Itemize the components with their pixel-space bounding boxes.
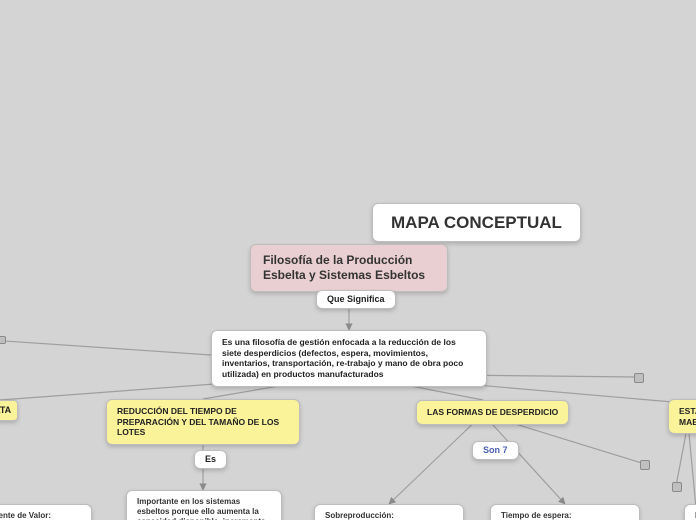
leaf-right-cut[interactable]: E p p — [684, 504, 696, 520]
root-node[interactable]: Filosofía de la Producción Esbelta y Sis… — [250, 244, 448, 292]
leaf-sobreproduccion[interactable]: Sobreproducción: — [314, 504, 464, 520]
definition-text: Es una filosofía de gestión enfocada a l… — [222, 337, 463, 379]
link-es: Es — [194, 450, 227, 469]
root-line2: Esbelta y Sistemas Esbeltos — [263, 268, 435, 283]
collapse-handle[interactable] — [0, 336, 6, 344]
root-line1: Filosofía de la Producción — [263, 253, 435, 268]
category-right-cut-line2: MAES — [679, 417, 696, 428]
category-right-cut-line1: ESTA — [679, 406, 696, 417]
leaf-reduccion[interactable]: Importante en los sistemas esbeltos porq… — [126, 490, 282, 520]
leaf-reduccion-text: Importante en los sistemas esbeltos porq… — [137, 497, 265, 520]
leaf-tiempo-espera[interactable]: Tiempo de espera: — [490, 504, 640, 520]
definition-node[interactable]: Es una filosofía de gestión enfocada a l… — [211, 330, 487, 387]
leaf-left-cut-text: tu corriente de Valor: — [0, 511, 51, 520]
collapse-handle[interactable] — [640, 460, 650, 470]
leaf-left-cut[interactable]: tu corriente de Valor: — [0, 504, 92, 520]
category-left-cut[interactable]: LTA — [0, 400, 18, 421]
category-right-cut[interactable]: ESTA MAES — [668, 399, 696, 434]
diagram-title: MAPA CONCEPTUAL — [372, 203, 581, 242]
link-son7: Son 7 — [472, 441, 519, 460]
collapse-handle[interactable] — [672, 482, 682, 492]
category-reduccion[interactable]: REDUCCIÓN DEL TIEMPO DE PREPARACIÓN Y DE… — [106, 399, 300, 445]
leaf-tiempo-espera-title: Tiempo de espera: — [501, 511, 629, 520]
collapse-handle[interactable] — [634, 373, 644, 383]
leaf-sobreproduccion-title: Sobreproducción: — [325, 511, 453, 520]
category-formas[interactable]: LAS FORMAS DE DESPERDICIO — [416, 400, 569, 425]
link-que-significa: Que Significa — [316, 290, 396, 309]
